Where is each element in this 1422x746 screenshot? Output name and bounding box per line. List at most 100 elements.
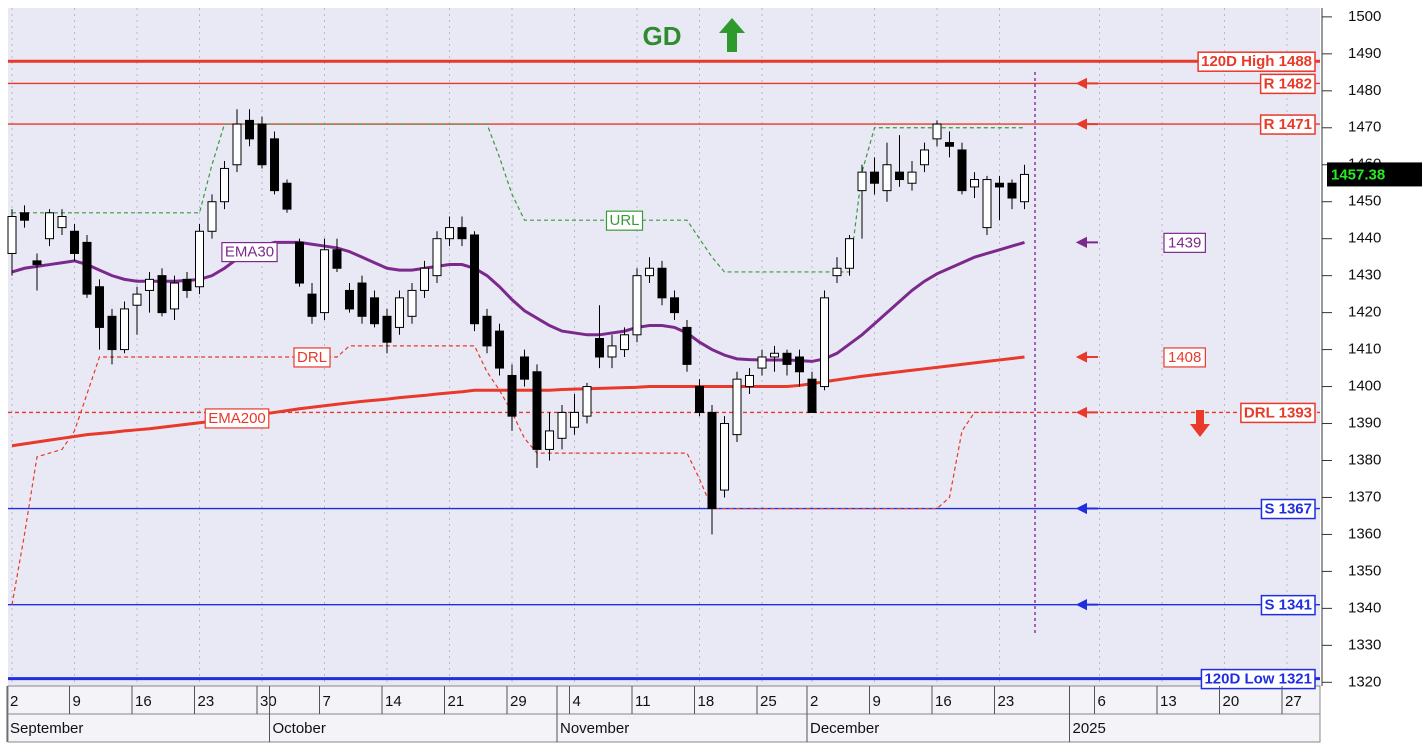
candles-layer [7, 109, 1029, 535]
candle-body [357, 282, 367, 317]
candle-body [857, 171, 867, 192]
candle-body [145, 278, 154, 291]
y-tick-label: 1320 [1348, 673, 1381, 690]
candle-body [120, 308, 129, 351]
candle-body [395, 297, 404, 328]
candle-body [495, 330, 504, 369]
line-label: URL [609, 212, 639, 229]
x-tick-label: 23 [998, 693, 1015, 710]
candle-body [57, 216, 67, 229]
candle-body [220, 167, 229, 203]
candle-body [920, 149, 929, 166]
candle-body [720, 423, 729, 491]
candle-body [432, 238, 442, 277]
candle-body [845, 238, 854, 269]
month-label: November [560, 720, 629, 737]
candle-body [982, 179, 992, 229]
candle-body [307, 293, 317, 317]
indicator-line [11, 355, 1025, 448]
candle-body [507, 374, 517, 417]
y-tick-label: 1360 [1348, 525, 1381, 542]
candle-body [620, 334, 629, 351]
candle-body [770, 352, 779, 358]
x-tick-label: 11 [635, 693, 651, 710]
month-label: September [10, 720, 83, 737]
candle-body [632, 275, 642, 336]
y-tick-label: 1410 [1348, 341, 1381, 358]
candle-body [820, 297, 829, 388]
x-tick-label: 2 [10, 693, 18, 710]
x-tick-label: 25 [760, 693, 777, 710]
candle-body [795, 356, 804, 373]
candle-body [882, 164, 892, 192]
candle-body [232, 123, 242, 166]
line-label-box [204, 408, 270, 429]
x-tick-label: 2 [810, 693, 818, 710]
level-arrow [1075, 77, 1098, 90]
candle-body [557, 411, 567, 439]
candle-body [832, 267, 842, 277]
x-tick-label: 21 [448, 693, 465, 710]
candle-body [807, 378, 817, 413]
candle-body [82, 241, 92, 295]
x-tick-label: 4 [573, 693, 581, 710]
level-arrow [1075, 599, 1098, 611]
candle-body [707, 411, 717, 510]
marker-label-box [1163, 347, 1206, 368]
x-tick-label: 13 [1160, 693, 1177, 710]
x-tick-label: 7 [323, 693, 331, 710]
candle-body [195, 230, 204, 288]
lines-layer [11, 123, 1025, 605]
x-tick-label: 20 [1223, 693, 1240, 710]
candle-body [545, 430, 554, 450]
line-label: EMA200 [208, 410, 266, 427]
month-label: October [273, 720, 326, 737]
x-tick-label: 6 [1098, 693, 1106, 710]
candle-body [332, 249, 342, 269]
candle-body [257, 123, 267, 166]
x-tick-label: 29 [510, 693, 527, 710]
level-arrow [1075, 118, 1098, 130]
level-label: 120D High 1488 [1201, 53, 1312, 70]
x-tick-label: 30 [260, 693, 277, 710]
candle-body [695, 386, 704, 413]
candle-body [457, 227, 467, 240]
level-label-box [1200, 668, 1316, 690]
line-label-box [293, 347, 331, 368]
y-tick-label: 1400 [1348, 378, 1381, 395]
candle-body [907, 171, 917, 184]
candle-body [295, 241, 304, 284]
level-label: 120D Low 1321 [1204, 671, 1312, 688]
x-tick-label: 9 [73, 693, 81, 710]
candle-body [7, 216, 17, 254]
marker-arrow [1075, 351, 1098, 363]
y-tick-label: 1340 [1348, 599, 1381, 616]
candle-body [970, 179, 979, 188]
y-tick-label: 1490 [1348, 45, 1381, 62]
candle-body [407, 289, 417, 317]
candle-body [95, 286, 104, 328]
candle-body [32, 260, 42, 266]
y-tick-label: 1420 [1348, 304, 1381, 321]
level-label: S 1367 [1264, 501, 1312, 518]
grid-layer [11, 8, 1288, 686]
level-label-box [1259, 114, 1316, 135]
candle-body [157, 275, 167, 314]
x-tick-label: 23 [198, 693, 215, 710]
candle-body [1020, 173, 1029, 203]
marker-label-box [1163, 232, 1206, 253]
level-label: S 1341 [1264, 597, 1312, 614]
candle-body [132, 293, 142, 306]
candle-body [607, 345, 617, 358]
indicator-line [11, 345, 1025, 605]
x-tick-label: 18 [698, 693, 715, 710]
candle-body [995, 182, 1004, 188]
candle-body [420, 267, 429, 291]
y-tick-label: 1430 [1348, 267, 1381, 284]
y-tick-label: 1380 [1348, 451, 1381, 468]
marker-arrow [1075, 236, 1098, 248]
x-tick-label: 16 [935, 693, 952, 710]
level-label: R 1482 [1264, 75, 1312, 92]
plot-area [8, 8, 1320, 686]
